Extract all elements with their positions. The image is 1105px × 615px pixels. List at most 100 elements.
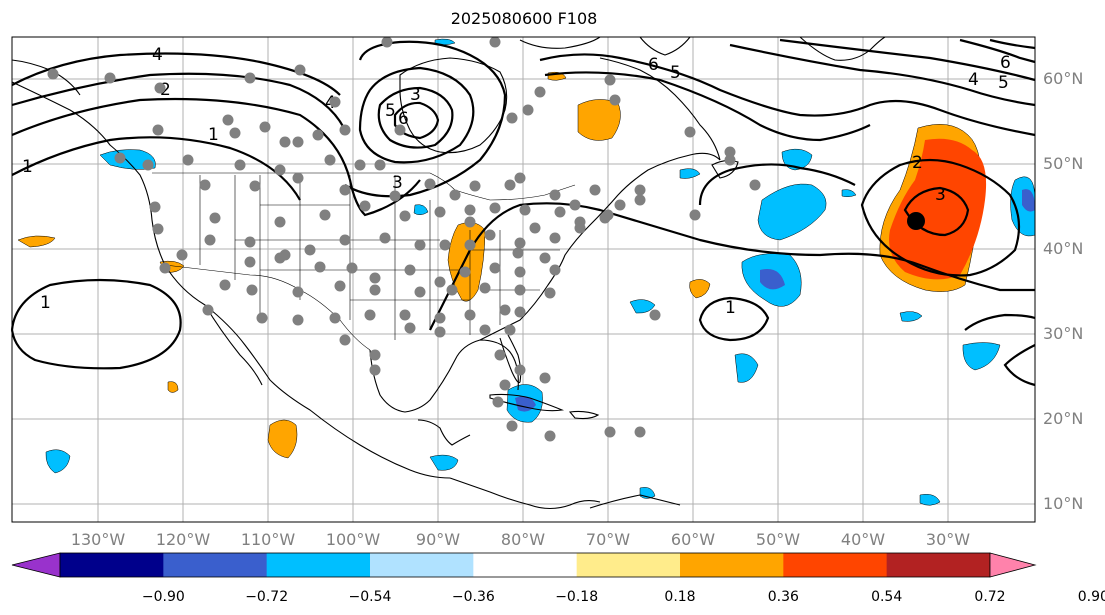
contour-label: 6 [1000,53,1011,73]
station-dot [634,184,646,196]
colorbar-segment [163,553,268,577]
station-dot [489,262,501,274]
station-dot [279,136,291,148]
contour-label: 3 [392,173,403,193]
station-dot [104,72,116,84]
negative-anomaly-atlantic-8 [734,353,759,383]
contour-line [989,38,1036,50]
station-dot [604,426,616,438]
station-dot [529,222,541,234]
station-dot [339,334,351,346]
station-dot [274,164,286,176]
station-dot [339,234,351,246]
station-dot [292,136,304,148]
negative-anomaly-central-america [429,454,459,471]
colorbar-segment [886,553,991,577]
station-dot [204,234,216,246]
negative-anomaly-pacific-1 [45,449,71,474]
station-dot [634,194,646,206]
station-dot [324,154,336,166]
contour-label: 5 [670,63,681,83]
lat-label: 40°N [1043,239,1083,258]
station-dot [312,129,324,141]
contour-label: 5 [385,101,396,121]
contour-line [539,53,1036,137]
negative-anomaly-atlantic-2-core [760,269,785,290]
colorbar-extend-min [11,552,61,578]
contour-line [344,40,507,198]
station-dot [229,127,241,139]
station-dot [439,239,451,251]
station-dot [549,232,561,244]
station-dot [514,306,526,318]
station-dot [609,94,621,106]
station-dot [329,96,341,108]
negative-anomaly-bc-coast [99,149,156,170]
colorbar-tick-label: 0.36 [768,589,799,605]
contour-label: 2 [912,153,923,173]
station-dot [649,309,661,321]
negative-anomaly-atlantic-1 [757,183,827,241]
negative-anomaly-great-lakes [413,204,429,215]
station-dot [152,223,164,235]
station-dot [369,364,381,376]
station-dot [519,204,531,216]
station-dot [274,252,286,264]
contour-line [11,136,301,201]
station-dot [449,189,461,201]
negative-anomaly-east-core [1022,189,1035,212]
colorbar-tick-label: 0.54 [871,589,902,605]
station-dot [469,180,481,192]
lon-label: 100°W [326,530,381,549]
colorbar-tick-label: −0.72 [245,589,288,605]
station-dot [399,309,411,321]
positive-anomaly-atlantic [689,279,711,299]
station-dot [244,72,256,84]
station-dot [569,199,581,211]
station-dot [404,322,416,334]
station-dot [489,202,501,214]
station-dot [142,159,154,171]
station-dot [199,179,211,191]
station-dots [47,36,761,442]
station-dot [369,272,381,284]
station-dot [246,284,258,296]
station-dot [294,64,306,76]
station-dot [304,244,316,256]
station-dot [379,232,391,244]
station-dot [459,266,471,278]
contour-label: 4 [968,70,979,90]
station-dot [484,229,496,241]
station-dot [434,326,446,338]
station-dot [259,121,271,133]
station-dot [614,199,626,211]
station-dot [574,222,586,234]
colorbar-tick-label: 0.90 [1078,589,1105,605]
lat-label: 50°N [1043,154,1083,173]
station-dot [292,286,304,298]
contour-label: 4 [152,45,163,65]
station-dot [544,430,556,442]
positive-anomaly-pacific-1 [267,419,298,459]
station-dot [381,36,393,48]
colorbar-tick-label: 0.72 [974,589,1005,605]
negative-anomaly-atlantic-5 [962,342,1001,371]
contours [10,38,1036,387]
positive-anomaly-pacific-2 [17,235,56,248]
contour-line [10,278,182,370]
station-dot [494,349,506,361]
station-dot [334,280,346,292]
station-dot [424,178,436,190]
station-dot [256,312,268,324]
station-dot [434,206,446,218]
map-frame [11,36,1036,523]
colorbar-segment [370,553,474,577]
station-dot [504,324,516,336]
station-dot [506,112,518,124]
station-dot [314,261,326,273]
station-dot [724,154,736,166]
contour-label: 3 [410,85,421,105]
station-dot [544,287,556,299]
lon-label: 120°W [156,530,211,549]
station-dot [182,154,194,166]
